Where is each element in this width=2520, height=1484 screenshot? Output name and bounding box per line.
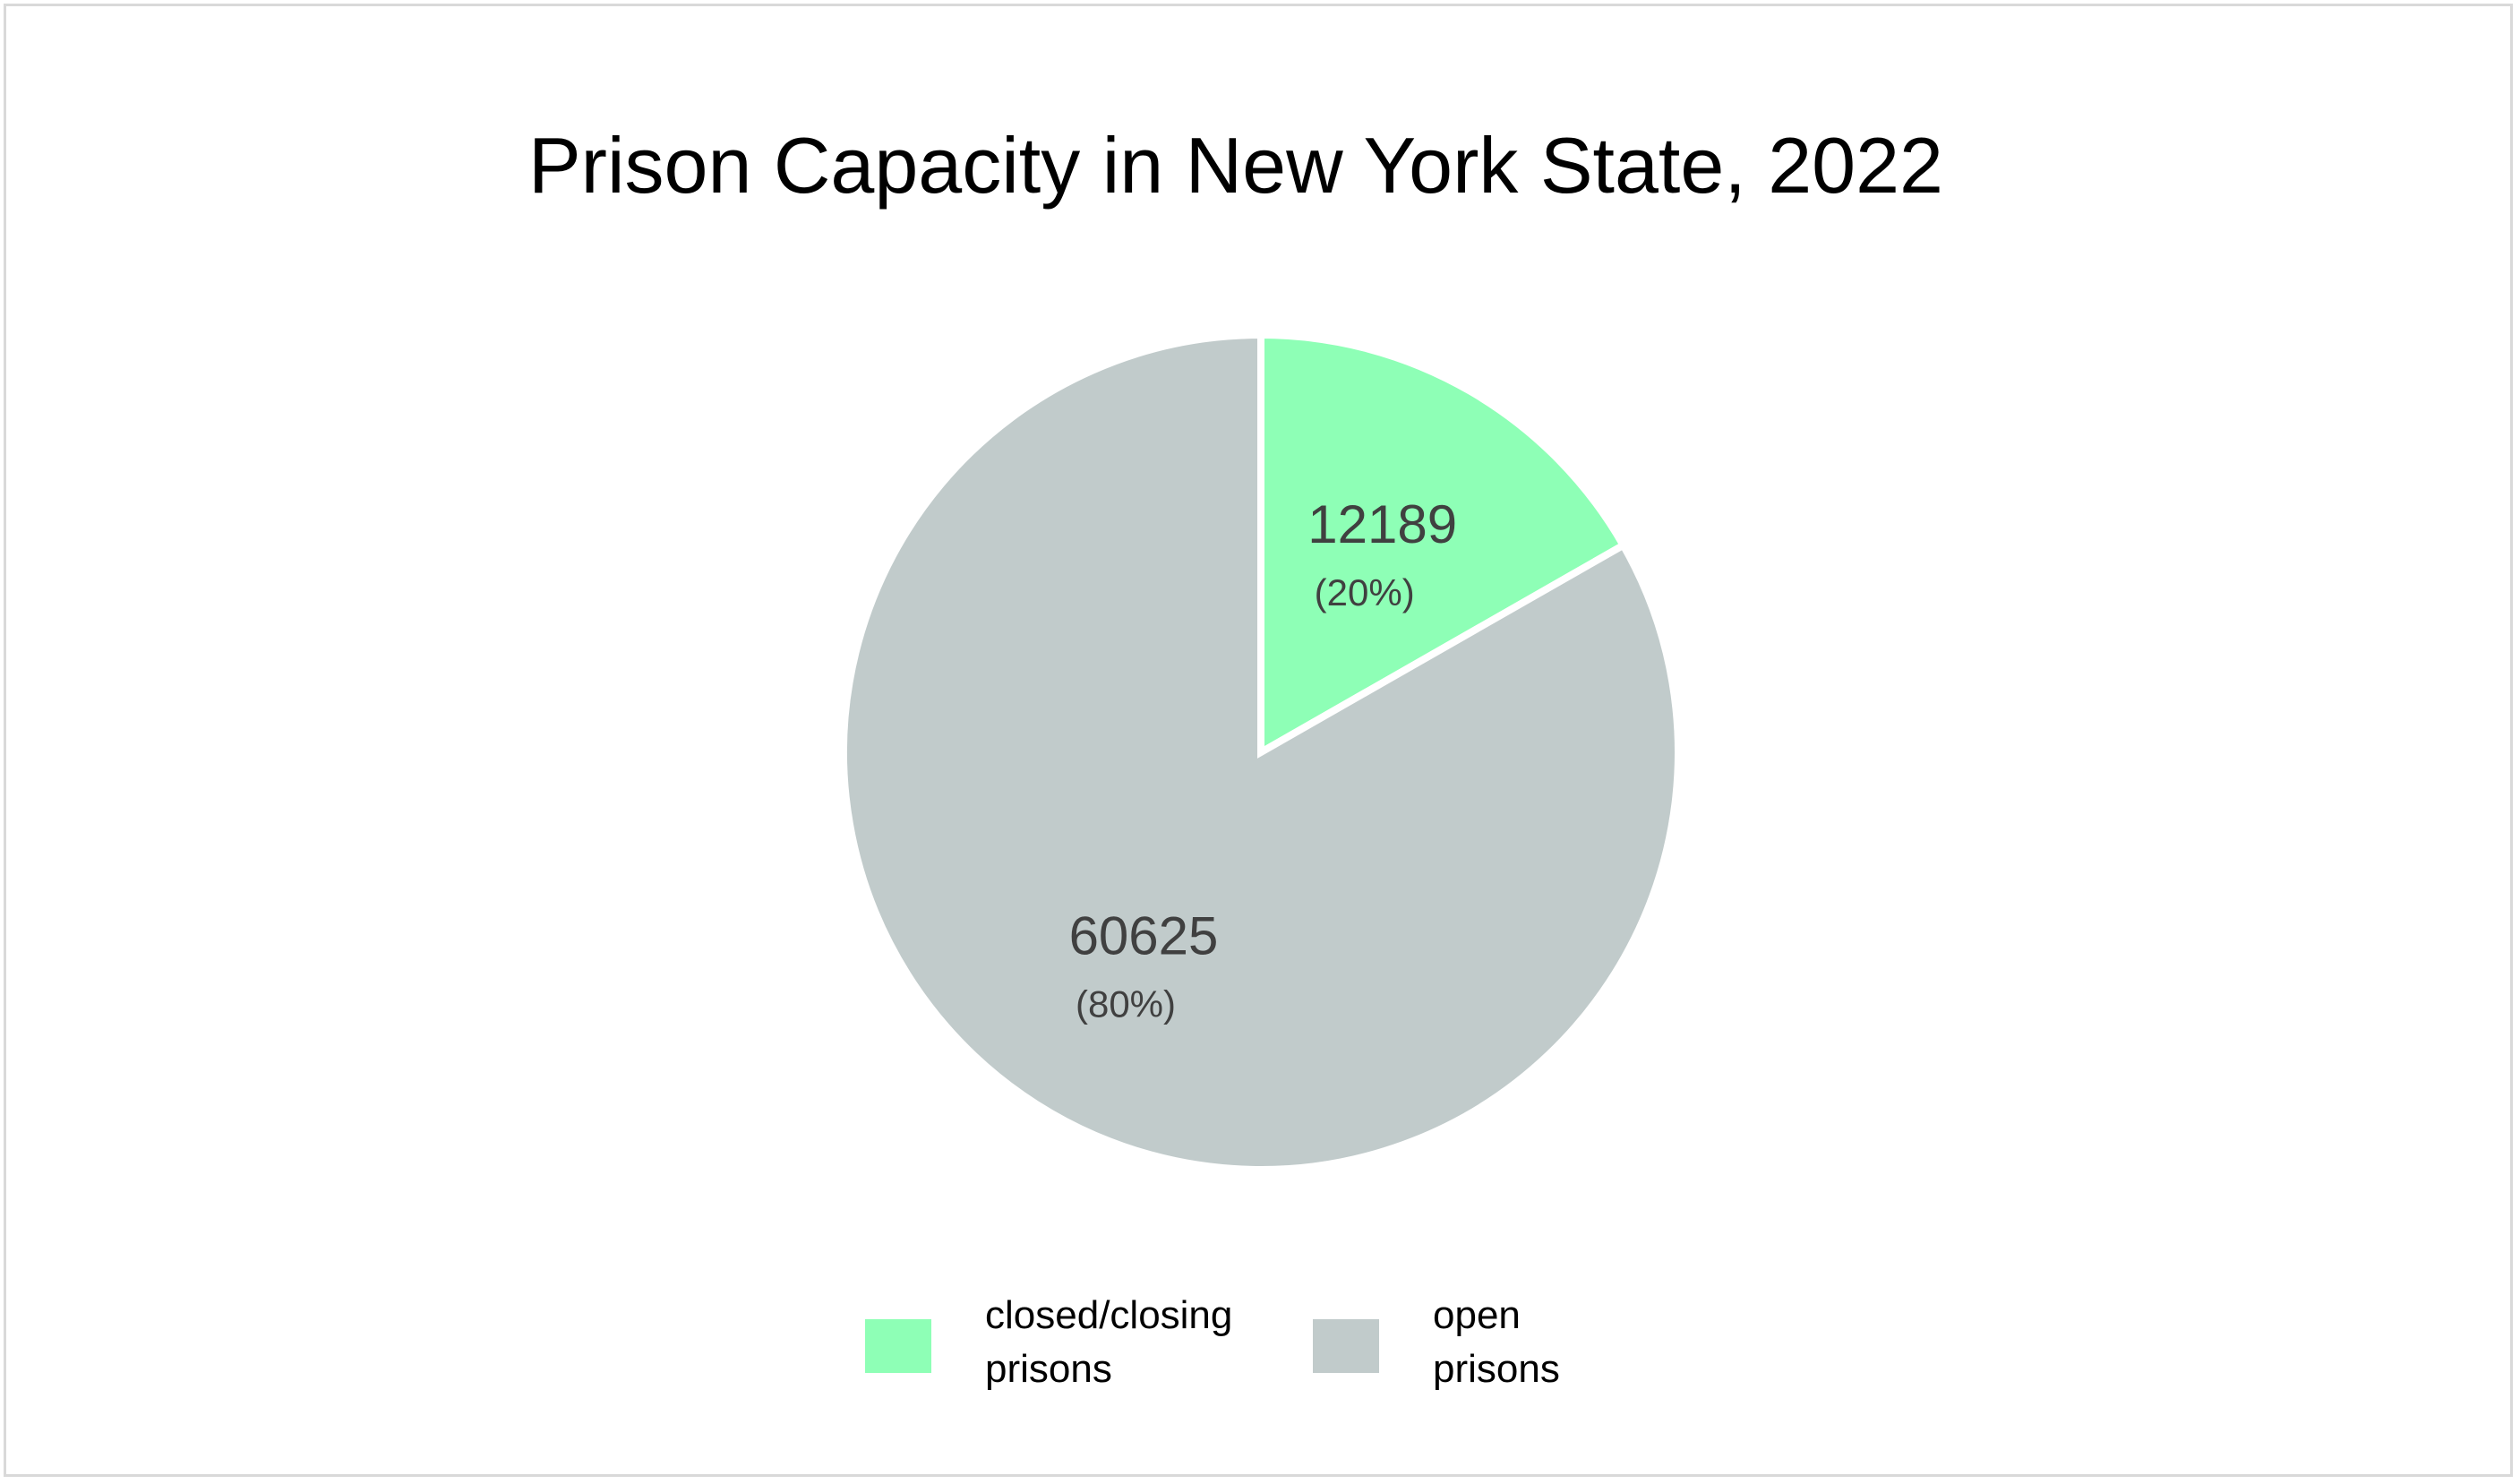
chart-title: Prison Capacity in New York State, 2022 [528,121,1943,210]
legend-swatch-0 [865,1319,931,1373]
data-label-percent-1: (80%) [1076,983,1176,1025]
data-label-value-1: 60625 [1069,906,1219,966]
pie-slice-0 [1257,330,1629,759]
data-label-value-0: 12189 [1307,494,1457,554]
pie-data-labels: 12189 (20%) 60625 (80%) [1069,494,1458,1025]
pie-slice-1 [840,330,1682,1173]
legend-swatch-1 [1313,1319,1379,1373]
legend: closed/closing prisons open prisons [865,1293,1560,1391]
legend-entry-1: open prisons [1313,1293,1560,1391]
data-label-percent-0: (20%) [1315,571,1415,613]
legend-entry-0: closed/closing prisons [865,1293,1232,1391]
legend-label-1: open prisons [1433,1293,1560,1391]
pie-slices [840,330,1682,1173]
legend-label-0: closed/closing prisons [985,1293,1232,1391]
